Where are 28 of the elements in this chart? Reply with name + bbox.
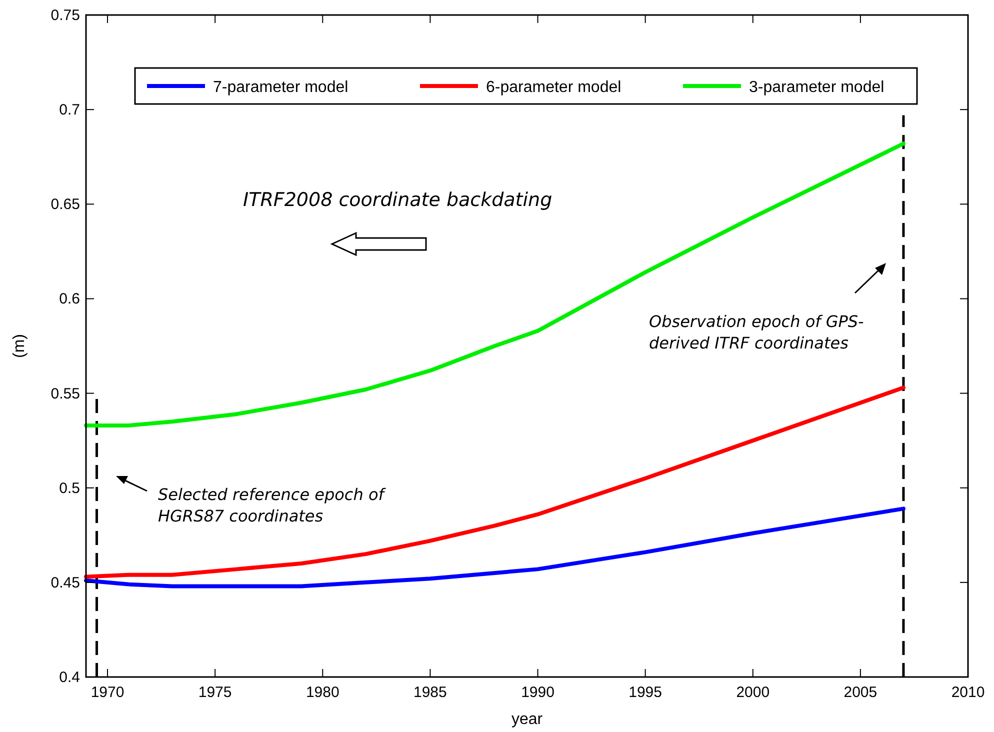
x-tick-label: 2010	[951, 684, 985, 701]
line-series	[84, 142, 906, 428]
legend-label: 3-parameter model	[749, 79, 884, 96]
x-tick-label: 1990	[521, 684, 554, 701]
line-series	[84, 506, 906, 588]
legend-label: 7-parameter model	[213, 79, 348, 96]
x-axis-title: year	[511, 711, 544, 728]
line-series	[84, 386, 906, 579]
y-tick-label: 0.55	[50, 385, 80, 402]
y-tick-label: 0.75	[50, 7, 80, 24]
annotation: ITRF2008 coordinate backdating	[243, 189, 552, 211]
y-tick-label: 0.5	[59, 480, 80, 497]
y-tick-label: 0.6	[59, 290, 80, 308]
x-tick-label: 1985	[414, 684, 447, 701]
x-tick-label: 1975	[198, 684, 232, 701]
x-tick-label: 1970	[90, 684, 124, 701]
annotation: Observation epoch of GPS- derived ITRF coordinates	[649, 312, 864, 353]
y-tick-label: 0.4	[59, 669, 80, 686]
y-tick-label: 0.65	[50, 196, 80, 214]
x-tick-label: 1980	[306, 684, 340, 701]
y-axis-title: (m)	[11, 334, 28, 358]
y-tick-label: 0.45	[50, 574, 80, 592]
legend-label: 6-parameter model	[486, 79, 622, 96]
y-tick-label: 0.7	[59, 102, 80, 119]
x-tick-label: 2000	[736, 684, 770, 701]
x-tick-label: 1995	[628, 684, 662, 701]
x-tick-label: 2005	[844, 684, 878, 701]
annotation: Selected reference epoch of HGRS87 coordinates	[158, 485, 386, 526]
